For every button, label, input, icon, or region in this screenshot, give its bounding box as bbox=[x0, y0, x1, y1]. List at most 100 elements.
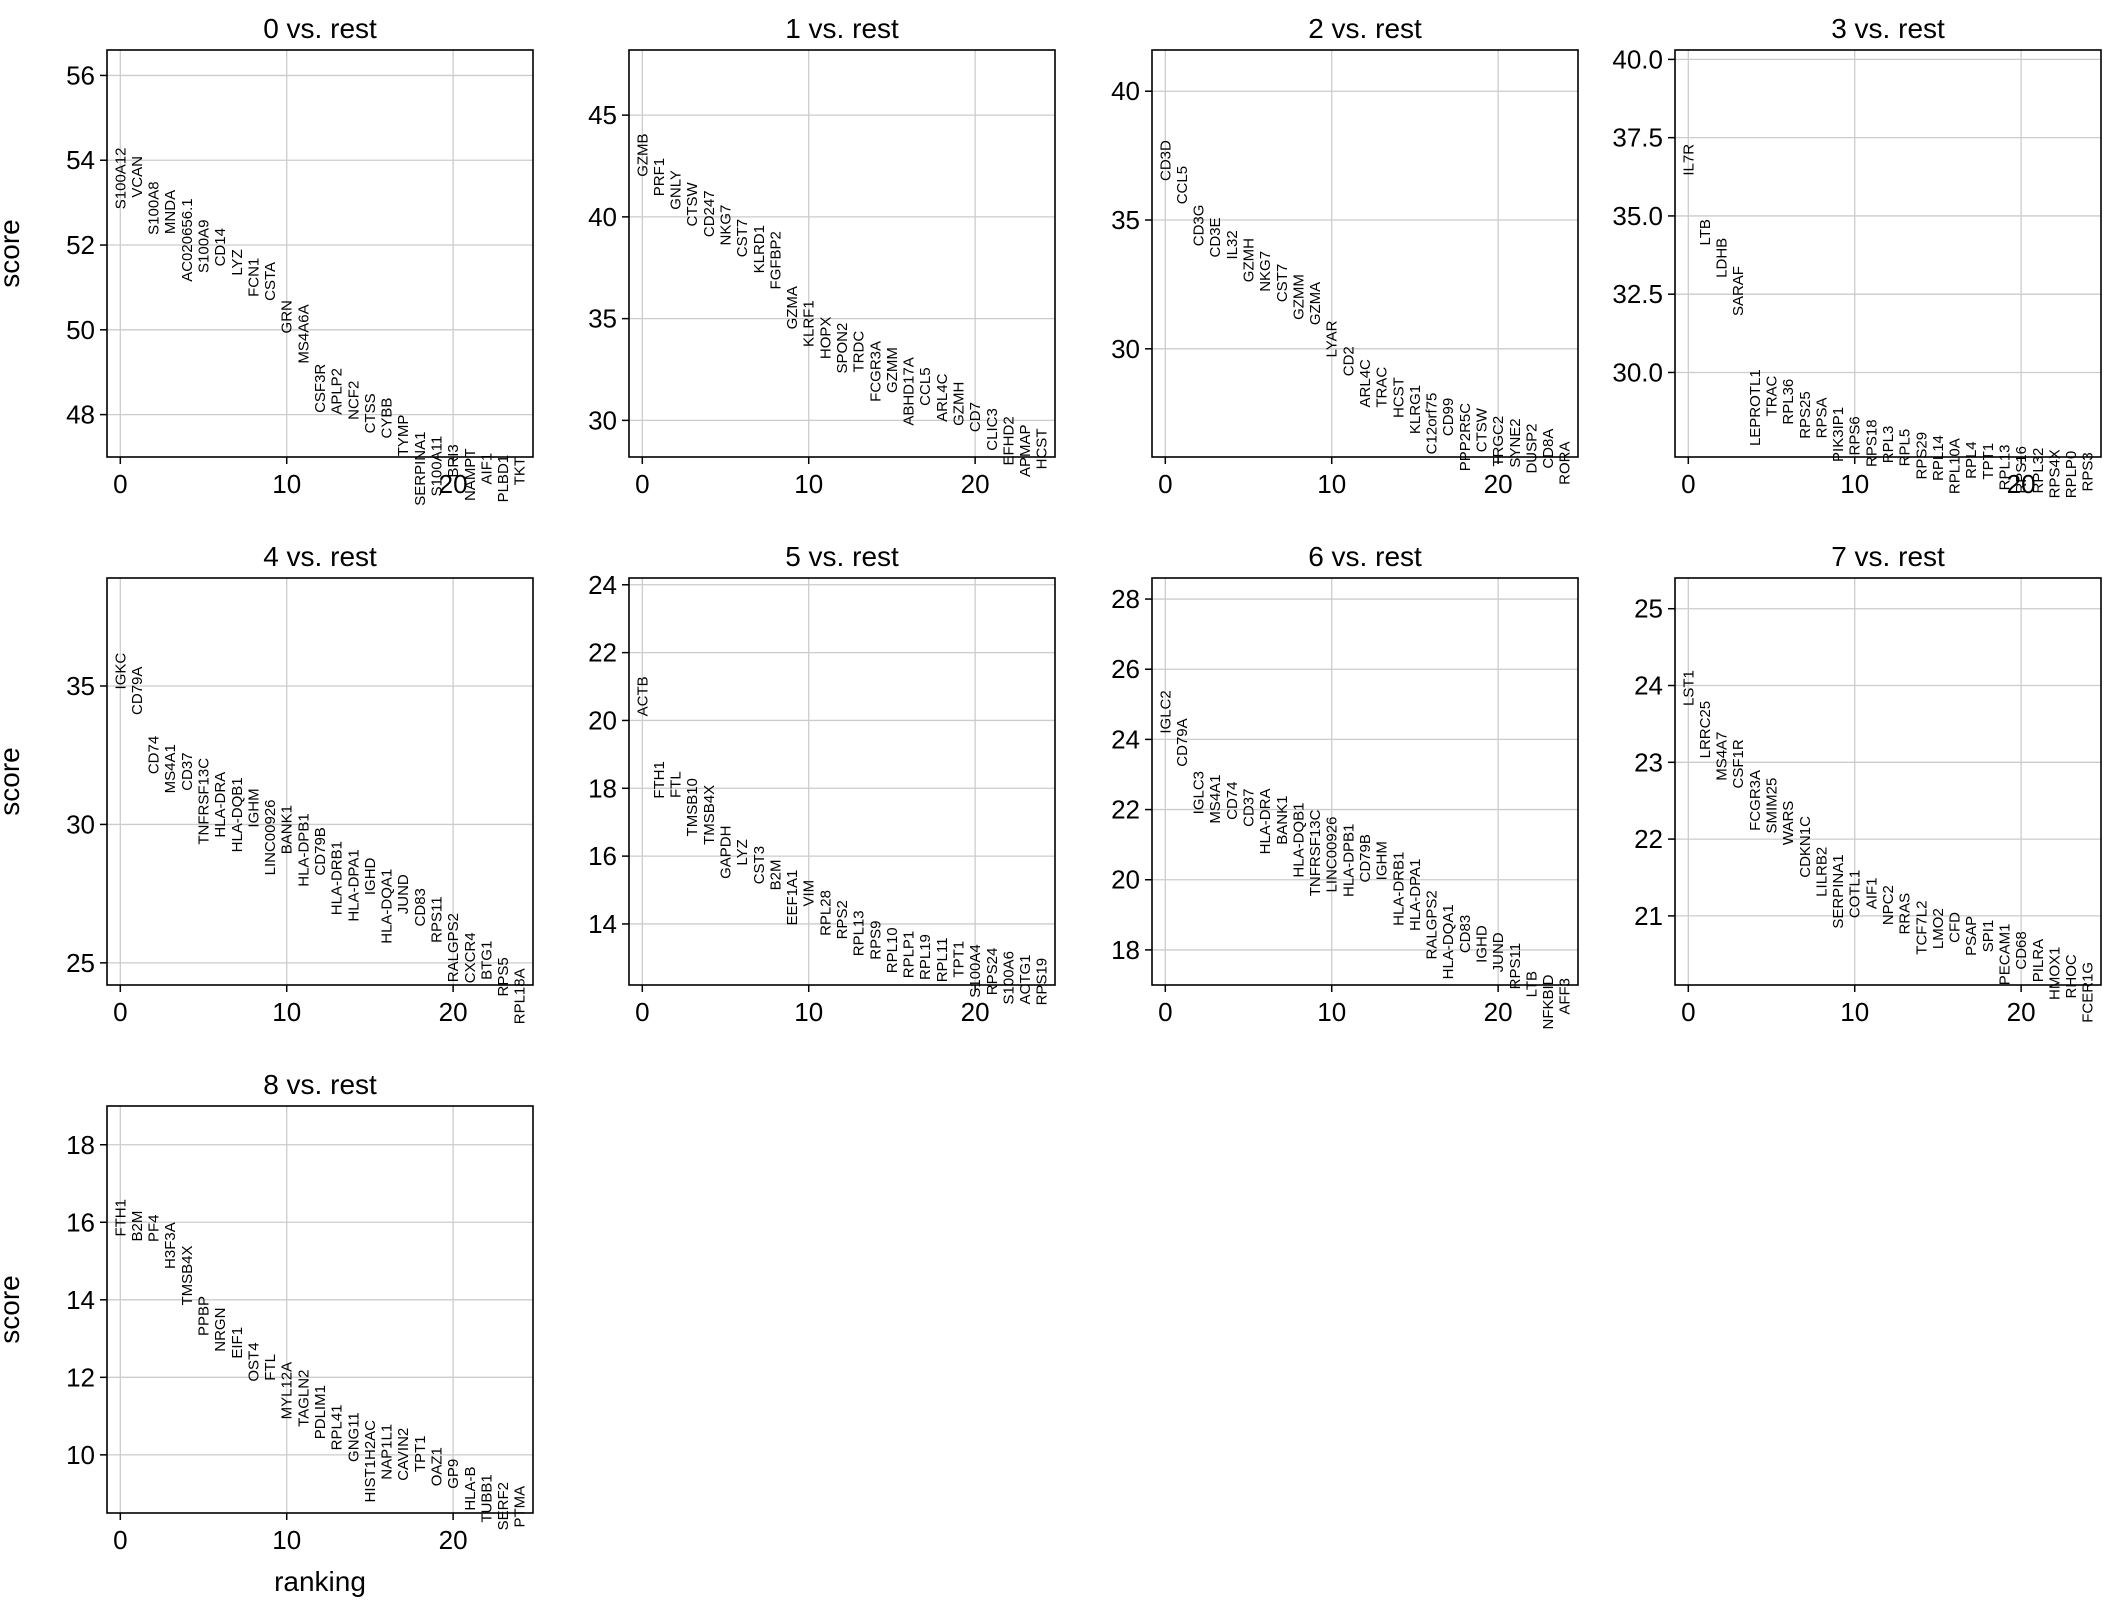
gene-label: CTSS bbox=[362, 393, 379, 433]
xtick-label: 20 bbox=[1484, 997, 1513, 1027]
ylabel: score bbox=[0, 219, 25, 287]
gene-label: HLA-DRB1 bbox=[1390, 852, 1407, 926]
xtick-label: 20 bbox=[439, 1525, 468, 1555]
ytick-label: 35.0 bbox=[1612, 201, 1663, 231]
gene-label: RPS11 bbox=[428, 896, 445, 942]
ytick-label: 30 bbox=[1111, 334, 1140, 364]
panel-0: 48 50 52 54 56 0 10 20 0 vs. rest score S100A12 VCA… bbox=[0, 13, 534, 506]
gene-label: CSTA bbox=[262, 262, 279, 301]
gene-label: CCL5 bbox=[1174, 166, 1191, 204]
axes-frame bbox=[106, 49, 534, 458]
xtick-label: 10 bbox=[1840, 469, 1869, 499]
gene-label: TMSB4X bbox=[701, 785, 718, 845]
gene-label: FTL bbox=[668, 771, 685, 798]
axes-frame bbox=[628, 49, 1056, 458]
gene-label: CD37 bbox=[179, 752, 196, 790]
xtick-label: 0 bbox=[113, 997, 127, 1027]
ytick-label: 25 bbox=[66, 948, 95, 978]
gene-label: FGFBP2 bbox=[767, 231, 784, 289]
xtick-label: 0 bbox=[1681, 469, 1695, 499]
ytick-label: 32.5 bbox=[1612, 279, 1663, 309]
ytick-label: 37.5 bbox=[1612, 123, 1663, 153]
gene-label: IL7R bbox=[1680, 144, 1697, 176]
ytick-label: 40.0 bbox=[1612, 44, 1663, 74]
gene-label: CD2 bbox=[1340, 346, 1357, 376]
gene-label: COTL1 bbox=[1847, 870, 1864, 918]
xtick-label: 0 bbox=[113, 469, 127, 499]
gene-label: CD3E bbox=[1207, 217, 1224, 257]
gene-label: GZMA bbox=[784, 286, 801, 329]
gene-label: NKG7 bbox=[1257, 251, 1274, 292]
gene-label: RPL10 bbox=[884, 927, 901, 973]
gene-label: CXCR4 bbox=[462, 932, 479, 983]
ytick-label: 10 bbox=[66, 1440, 95, 1470]
gene-label: CD8A bbox=[1540, 429, 1557, 469]
gene-label: TAGLN2 bbox=[295, 1370, 312, 1427]
ytick-label: 14 bbox=[588, 909, 617, 939]
gene-label: TRGC2 bbox=[1490, 416, 1507, 467]
gene-label: IGKC bbox=[112, 653, 129, 690]
axes-frame bbox=[1151, 49, 1579, 458]
gene-label: HOPX bbox=[817, 317, 834, 360]
gene-label: NPC2 bbox=[1880, 885, 1897, 925]
gene-label: TRAC bbox=[1764, 375, 1781, 416]
panel-title: 6 vs. rest bbox=[1308, 541, 1422, 572]
ytick-label: 48 bbox=[66, 400, 95, 430]
gene-label: RORA bbox=[1557, 442, 1574, 485]
gene-label: CD14 bbox=[212, 228, 229, 266]
xtick-label: 0 bbox=[635, 469, 649, 499]
gene-label: GZMB bbox=[634, 133, 651, 176]
gene-label: SPON2 bbox=[834, 323, 851, 374]
axes-frame bbox=[628, 577, 1056, 986]
gene-label: PILRA bbox=[2030, 939, 2047, 982]
gene-label: SERPINA1 bbox=[1830, 854, 1847, 928]
ytick-label: 30.0 bbox=[1612, 357, 1663, 387]
gene-label: VCAN bbox=[129, 156, 146, 198]
gene-label: RPS3 bbox=[2080, 452, 2097, 491]
gene-label: EEF1A1 bbox=[784, 870, 801, 926]
gene-label: RPL11 bbox=[934, 938, 951, 983]
gene-label: KLRD1 bbox=[751, 225, 768, 273]
gene-label: HLA-DPA1 bbox=[345, 849, 362, 921]
gene-label: MS4A7 bbox=[1714, 732, 1731, 781]
gene-label: S100A11 bbox=[428, 436, 445, 497]
gene-label: ACTB bbox=[634, 676, 651, 716]
gene-label: RHOC bbox=[2063, 954, 2080, 998]
gene-label: HLA-DRA bbox=[212, 772, 229, 838]
ytick-label: 35 bbox=[1111, 205, 1140, 235]
gene-label: TNFRSF13C bbox=[196, 758, 213, 845]
gene-label: GZMM bbox=[1290, 274, 1307, 320]
gene-label: CD3D bbox=[1157, 140, 1174, 181]
ytick-label: 52 bbox=[66, 230, 95, 260]
gene-label: RPS6 bbox=[1847, 416, 1864, 455]
gene-label: TYMP bbox=[395, 415, 412, 457]
gene-label: HLA-DRA bbox=[1257, 789, 1274, 855]
gene-label: CFD bbox=[1947, 912, 1964, 943]
ytick-label: 18 bbox=[588, 773, 617, 803]
gene-label: BRI3 bbox=[445, 444, 462, 477]
gene-label: LTB bbox=[1523, 971, 1540, 997]
ytick-label: 14 bbox=[66, 1285, 95, 1315]
gene-label: RPL14 bbox=[1930, 435, 1947, 481]
ytick-label: 22 bbox=[588, 638, 617, 668]
gene-label: PPBP bbox=[196, 1296, 213, 1336]
gene-label: GAPDH bbox=[718, 826, 735, 879]
gene-label: MS4A6A bbox=[295, 304, 312, 363]
gene-label: SERF2 bbox=[495, 1482, 512, 1530]
ytick-label: 23 bbox=[1634, 747, 1663, 777]
gene-label: B2M bbox=[767, 860, 784, 891]
ytick-label: 54 bbox=[66, 145, 95, 175]
gene-label: HLA-DQB1 bbox=[229, 777, 246, 852]
gene-label: FTL bbox=[262, 1354, 279, 1381]
gene-label: CD79B bbox=[1357, 834, 1374, 882]
axes-frame bbox=[1674, 577, 2102, 986]
gene-label: LEPROTL1 bbox=[1747, 369, 1764, 446]
ytick-label: 16 bbox=[66, 1207, 95, 1237]
gene-label: GNG11 bbox=[345, 1412, 362, 1462]
gene-label: RALGPS2 bbox=[1424, 890, 1441, 959]
panel-title: 3 vs. rest bbox=[1831, 13, 1945, 44]
